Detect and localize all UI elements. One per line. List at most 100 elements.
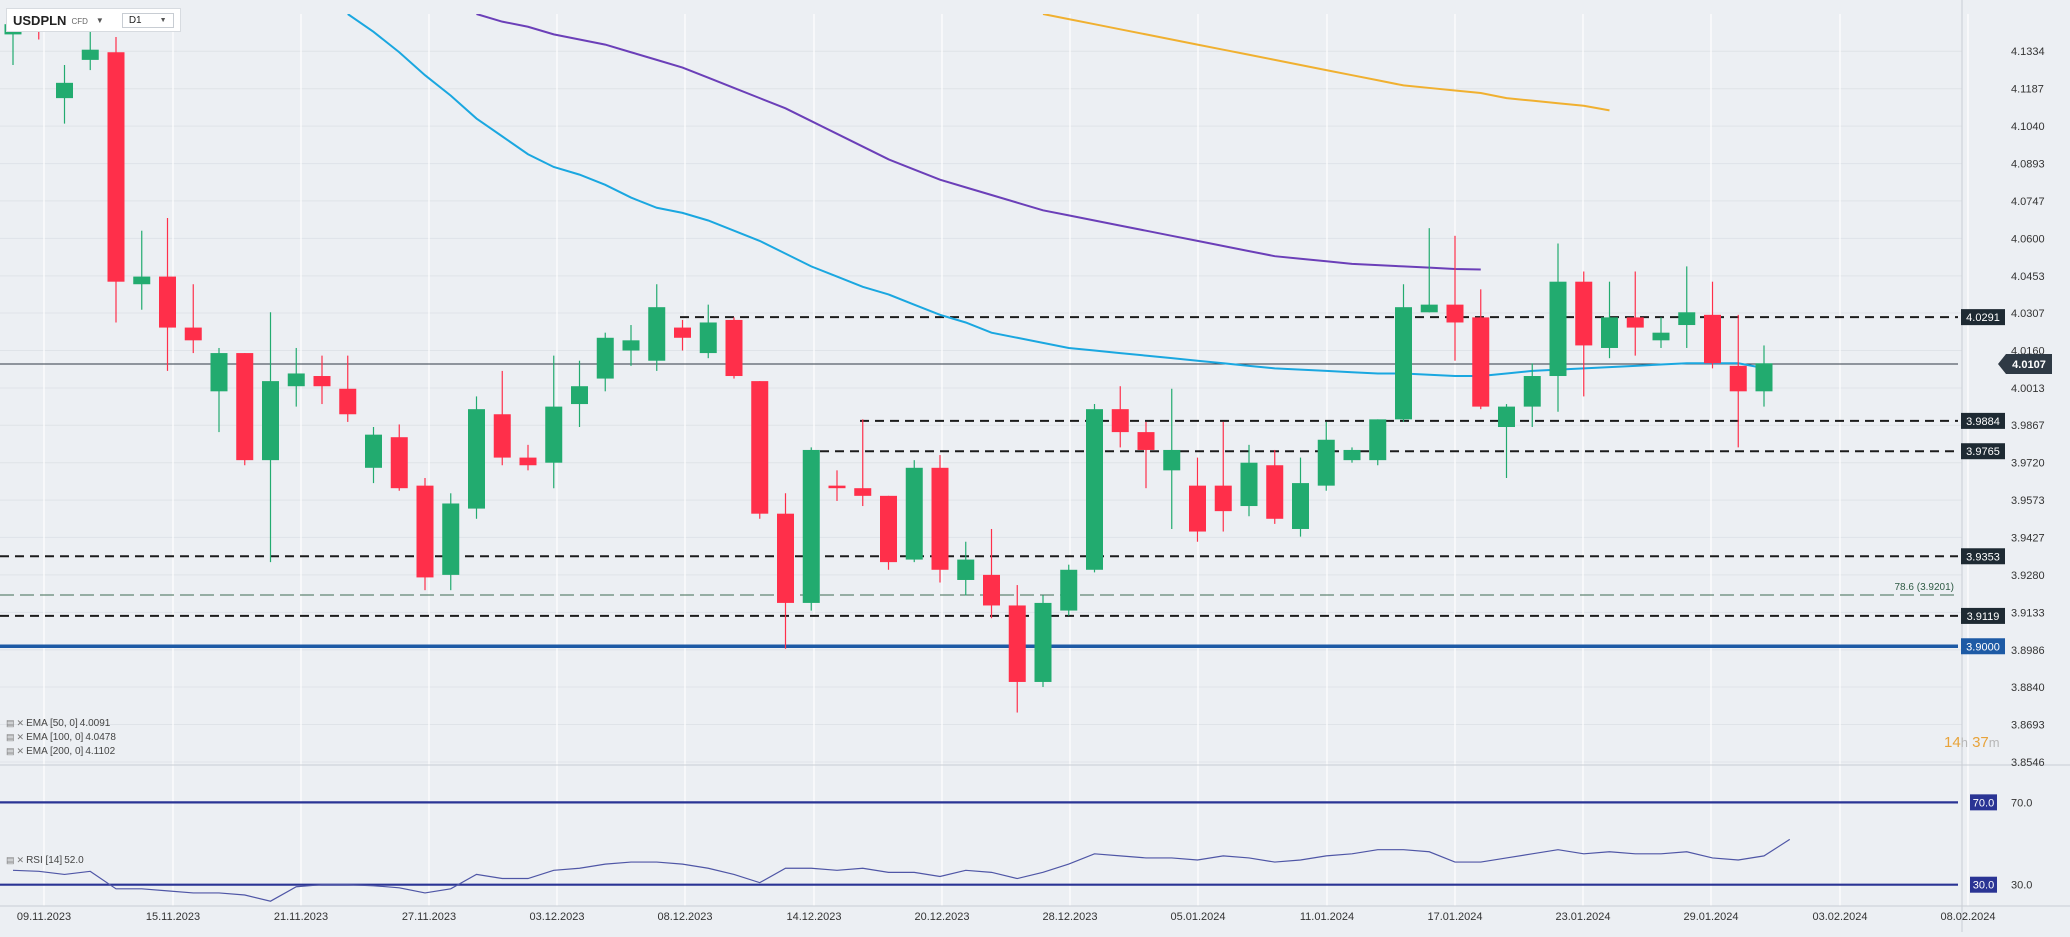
candle[interactable] <box>210 347 228 433</box>
candle[interactable] <box>1317 421 1335 491</box>
candle[interactable] <box>725 317 743 379</box>
candle[interactable] <box>262 312 279 563</box>
candle[interactable] <box>184 284 202 354</box>
candle[interactable] <box>1086 404 1103 573</box>
candle[interactable] <box>493 370 511 466</box>
candle[interactable] <box>287 347 305 407</box>
candle[interactable] <box>1446 235 1464 361</box>
settings-icon[interactable]: ▤ <box>6 855 15 865</box>
close-icon[interactable]: ✕ <box>16 718 25 728</box>
candle[interactable] <box>1729 314 1747 448</box>
candle[interactable] <box>1472 289 1490 410</box>
countdown-m: m <box>1988 735 2000 750</box>
price-tick-label: 4.1334 <box>2011 46 2045 58</box>
candle[interactable] <box>854 419 872 507</box>
rsi-level-tag <box>1970 794 1997 811</box>
candle-body <box>390 437 408 489</box>
candle[interactable] <box>365 427 382 484</box>
candle[interactable] <box>416 477 434 591</box>
candle[interactable] <box>390 424 408 491</box>
price-tick-label: 4.0013 <box>2011 383 2045 395</box>
rsi-level-tag-text: 30.0 <box>1973 880 1994 892</box>
candle[interactable] <box>1420 228 1438 313</box>
close-icon[interactable]: ✕ <box>16 746 25 756</box>
close-icon[interactable]: ✕ <box>16 855 25 865</box>
legend-rsi[interactable]: ▤ ✕ RSI [14] 52.0 <box>6 855 84 866</box>
candle[interactable] <box>931 455 949 583</box>
candle[interactable] <box>596 332 614 392</box>
candle[interactable] <box>1395 284 1412 422</box>
settings-icon[interactable]: ▤ <box>6 732 15 742</box>
chevron-down-icon: ▼ <box>159 16 167 24</box>
candle[interactable] <box>802 447 820 611</box>
candle[interactable] <box>1292 457 1309 537</box>
candle-body <box>1266 465 1284 519</box>
price-tick-label: 3.9133 <box>2011 607 2045 619</box>
candle[interactable] <box>880 495 897 570</box>
candle[interactable] <box>1214 421 1232 532</box>
candle[interactable] <box>1498 404 1515 478</box>
candle[interactable] <box>1189 457 1206 542</box>
candle[interactable] <box>236 353 254 466</box>
candle[interactable] <box>1060 564 1078 616</box>
candle-body <box>1317 439 1335 486</box>
candle[interactable] <box>545 355 563 489</box>
candle[interactable] <box>957 541 975 596</box>
candle[interactable] <box>1137 421 1155 489</box>
candle[interactable] <box>1240 444 1258 517</box>
candle[interactable] <box>674 319 691 351</box>
candle[interactable] <box>1034 595 1052 688</box>
legend-ema200[interactable]: ▤ ✕ EMA [200, 0] 4.1102 <box>6 746 115 757</box>
candle[interactable] <box>1523 363 1541 428</box>
settings-icon[interactable]: ▤ <box>6 746 15 756</box>
candle[interactable] <box>777 493 794 649</box>
candle-body <box>1498 406 1515 428</box>
legend-ema100[interactable]: ▤ ✕ EMA [100, 0] 4.0478 <box>6 732 116 743</box>
candle[interactable] <box>828 470 846 501</box>
symbol-selector[interactable]: USDPLN CFD ▼ D1 ▼ <box>6 8 181 32</box>
candle[interactable] <box>751 381 769 519</box>
settings-icon[interactable]: ▤ <box>6 718 15 728</box>
candle[interactable] <box>1652 317 1670 348</box>
candle[interactable] <box>1575 271 1593 397</box>
candle[interactable] <box>1163 388 1181 529</box>
candle[interactable] <box>1755 345 1773 407</box>
candle-body <box>365 434 382 468</box>
legend-ema50[interactable]: ▤ ✕ EMA [50, 0] 4.0091 <box>6 718 110 729</box>
price-tick-label: 4.1187 <box>2011 84 2044 96</box>
candle-body <box>1601 317 1618 348</box>
candle[interactable] <box>159 217 176 371</box>
candle[interactable] <box>442 493 460 591</box>
candle[interactable] <box>905 460 923 563</box>
candle[interactable] <box>699 304 717 359</box>
candle[interactable] <box>1704 281 1721 369</box>
candle[interactable] <box>107 36 125 323</box>
candle[interactable] <box>1678 266 1696 348</box>
candle[interactable] <box>1343 447 1361 463</box>
candle[interactable] <box>1111 386 1129 448</box>
candle[interactable] <box>56 64 73 124</box>
chevron-down-icon[interactable]: ▼ <box>95 15 104 25</box>
candle[interactable] <box>133 230 151 310</box>
level-tag <box>1961 309 2005 326</box>
candle[interactable] <box>1008 585 1026 713</box>
candle[interactable] <box>313 355 331 405</box>
candle-body <box>1626 317 1644 328</box>
candle[interactable] <box>648 284 666 371</box>
candle[interactable] <box>1626 271 1644 356</box>
candle[interactable] <box>622 325 640 366</box>
candle[interactable] <box>1266 449 1284 524</box>
candle[interactable] <box>1369 419 1387 466</box>
candle[interactable] <box>339 355 357 422</box>
candle[interactable] <box>571 360 588 428</box>
candle-body <box>571 386 588 405</box>
candle[interactable] <box>519 444 537 471</box>
candle[interactable] <box>468 396 485 519</box>
timeframe-selector[interactable]: D1 ▼ <box>121 12 174 28</box>
close-icon[interactable]: ✕ <box>16 732 25 742</box>
candle[interactable] <box>1601 281 1618 359</box>
candle[interactable] <box>983 528 1000 619</box>
candle[interactable] <box>1549 243 1567 412</box>
legend-label: EMA [100, 0] <box>26 732 84 743</box>
